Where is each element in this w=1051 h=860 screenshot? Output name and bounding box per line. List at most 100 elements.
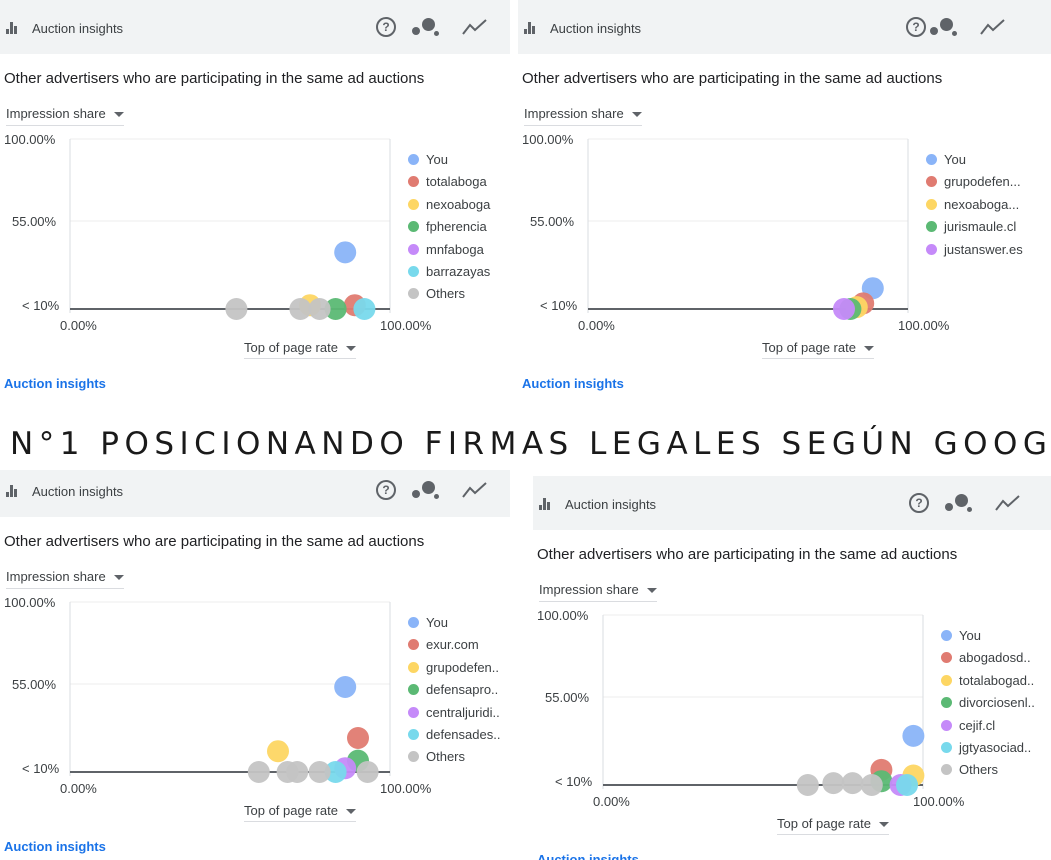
legend-item[interactable]: Others [408,749,508,771]
trend-line-icon[interactable] [995,493,1021,513]
trend-line-icon[interactable] [980,17,1006,37]
legend-item[interactable]: defensades.. [408,727,508,749]
scatter-chart [602,614,925,796]
trend-line-icon[interactable] [462,17,488,37]
chart-legend: You totalaboga nexoaboga fpherencia mnfaboga… [408,152,508,309]
data-point[interactable] [902,724,925,747]
y-tick-label: 55.00% [12,677,57,692]
y-tick-label: 55.00% [12,214,57,229]
data-point[interactable] [267,740,289,763]
legend-item[interactable]: nexoaboga [408,197,508,219]
x-tick-label: 100.00% [380,781,432,796]
legend-item[interactable]: Others [941,762,1049,784]
data-point[interactable] [247,761,270,783]
x-metric-dropdown[interactable]: Top of page rate [777,816,889,835]
legend-item[interactable]: You [408,615,508,637]
help-icon[interactable]: ? [909,493,929,513]
data-point[interactable] [225,298,248,320]
data-point[interactable] [334,241,357,264]
panel-header: Auction insights? [0,0,510,54]
y-metric-dropdown[interactable]: Impression share [524,106,642,126]
help-icon[interactable]: ? [376,480,396,500]
y-tick-label: < 10% [22,298,60,313]
legend-item[interactable]: justanswer.es [926,242,1049,264]
legend-label: Others [426,286,466,302]
legend-item[interactable]: You [408,152,508,174]
bubble-chart-icon[interactable] [930,16,958,38]
data-point[interactable] [356,761,379,783]
legend-item[interactable]: fpherencia [408,219,508,241]
legend-item[interactable]: exur.com [408,637,508,659]
data-point[interactable] [289,298,312,320]
scatter-chart [69,138,391,320]
x-metric-label: Top of page rate [777,816,871,831]
auction-insights-panel: Auction insights? Other advertisers who a… [0,463,510,860]
help-icon[interactable]: ? [376,17,396,37]
data-point[interactable] [347,727,369,749]
scatter-chart [587,138,909,320]
legend-label: grupodefen... [944,174,1021,190]
help-icon[interactable]: ? [906,17,926,37]
data-point[interactable] [841,772,864,795]
legend-item[interactable]: grupodefen... [926,174,1049,196]
legend-item[interactable]: totalaboga [408,174,508,196]
legend-swatch [941,697,952,709]
y-metric-dropdown[interactable]: Impression share [6,106,124,126]
data-point[interactable] [324,761,347,783]
chart-subtitle: Other advertisers who are participating … [537,546,958,563]
y-metric-dropdown[interactable]: Impression share [6,569,124,589]
legend-item[interactable]: nexoaboga... [926,197,1049,219]
legend-item[interactable]: defensapro.. [408,682,508,704]
legend-item[interactable]: jurismaule.cl [926,219,1049,241]
data-point[interactable] [308,761,331,783]
bubble-chart-icon[interactable] [412,479,440,501]
bubble-chart-icon[interactable] [412,16,440,38]
legend-item[interactable]: mnfaboga [408,242,508,264]
x-metric-dropdown[interactable]: Top of page rate [762,340,874,359]
auction-insights-link[interactable]: Auction insights [537,852,639,860]
legend-item[interactable]: abogadosd.. [941,650,1049,672]
legend-swatch [408,288,419,300]
legend-label: You [426,615,448,630]
legend-swatch [941,741,952,753]
x-metric-dropdown[interactable]: Top of page rate [244,340,356,359]
panel-title: Auction insights [550,21,642,36]
data-point[interactable] [353,298,376,320]
legend-label: defensapro.. [426,682,499,698]
chevron-down-icon [878,822,889,828]
legend-item[interactable]: totalabogad.. [941,673,1049,695]
legend-item[interactable]: divorciosenl.. [941,695,1049,717]
data-point[interactable] [833,298,855,320]
data-point[interactable] [308,298,331,320]
auction-insights-link[interactable]: Auction insights [4,376,106,391]
legend-item[interactable]: centraljuridi.. [408,705,508,727]
data-point[interactable] [860,774,883,796]
legend-item[interactable]: jgtyasociad.. [941,740,1049,762]
legend-item[interactable]: grupodefen.. [408,660,508,682]
legend-item[interactable]: Others [408,286,508,308]
legend-item[interactable]: You [941,628,1049,650]
x-metric-dropdown[interactable]: Top of page rate [244,803,356,822]
data-point[interactable] [822,772,845,795]
data-point[interactable] [286,761,309,783]
chevron-down-icon [631,112,642,118]
auction-insights-link[interactable]: Auction insights [522,376,624,391]
legend-item[interactable]: You [926,152,1049,174]
y-metric-dropdown[interactable]: Impression share [539,582,657,602]
data-point[interactable] [324,298,347,320]
panel-header: Auction insights? [518,0,1051,54]
data-point[interactable] [896,774,918,796]
legend-item[interactable]: cejif.cl [941,718,1049,740]
panel-title: Auction insights [32,484,124,499]
bubble-chart-icon[interactable] [945,492,973,514]
legend-item[interactable]: barrazayas [408,264,508,286]
data-point[interactable] [334,676,357,698]
data-point[interactable] [796,774,819,796]
auction-insights-panel: Auction insights? Other advertisers who a… [0,0,510,418]
chevron-down-icon [863,346,874,352]
y-tick-label: < 10% [22,761,60,776]
auction-insights-link[interactable]: Auction insights [4,839,106,854]
legend-swatch [408,661,419,673]
trend-line-icon[interactable] [462,480,488,500]
legend-label: jgtyasociad.. [959,739,1032,755]
